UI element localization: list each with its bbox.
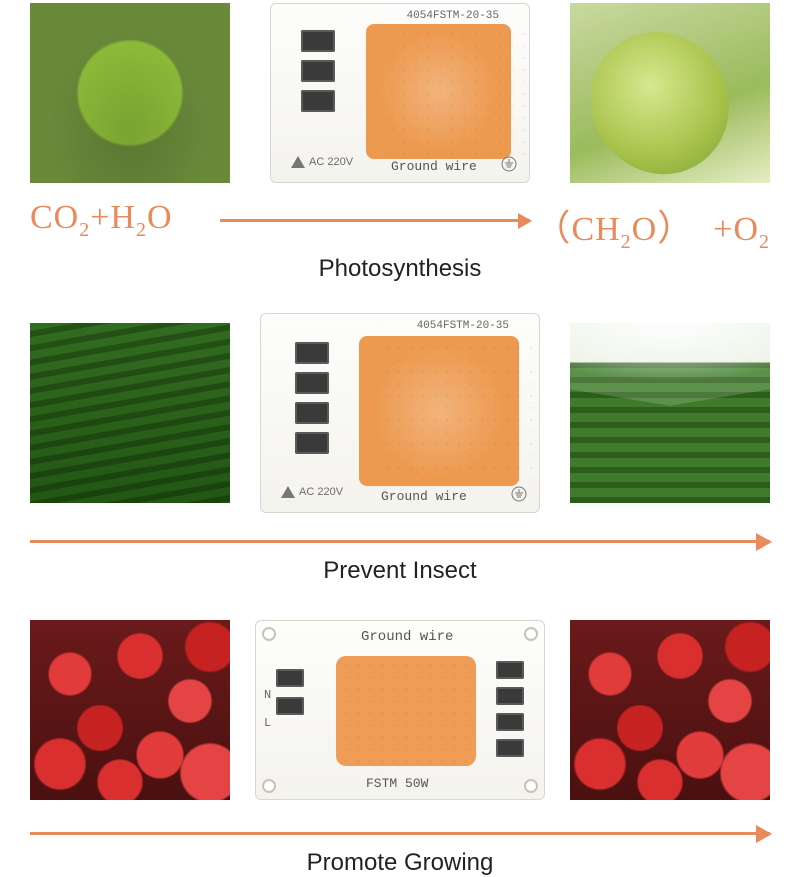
- chip2-ac-text: AC 220V: [299, 486, 343, 498]
- led-chip-2: 4054FSTM-20-35 AC 220V Ground wire: [260, 313, 540, 513]
- caption-promote-growing: Promote Growing: [0, 849, 800, 877]
- formula-arrow: [220, 219, 530, 222]
- smd-chip: [496, 739, 524, 757]
- arrow-line: [30, 540, 770, 543]
- terminal-l: L: [264, 709, 271, 737]
- smd-chip: [295, 372, 329, 394]
- tile-green-buds: [570, 3, 770, 183]
- smd-chip: [301, 60, 335, 82]
- formula-rhs: （CH2O） +O2: [534, 199, 770, 254]
- tile-greenhouse: [570, 323, 770, 503]
- mount-hole: [524, 779, 538, 793]
- chip1-ac-label: AC 220V: [291, 156, 353, 168]
- chip1-emitter: [366, 24, 511, 159]
- smd-chip: [295, 432, 329, 454]
- h2o-o: O: [147, 199, 173, 236]
- arrow-head-icon: [756, 825, 772, 843]
- chip3-smd-left: [276, 669, 304, 715]
- smd-chip: [276, 697, 304, 715]
- smd-chip: [295, 342, 329, 364]
- chip3-smd-right: [496, 661, 524, 757]
- chip1-model: 4054FSTM-20-35: [407, 10, 499, 22]
- ground-symbol-icon: [511, 486, 527, 502]
- row-promote-growing: Ground wire N L FSTM 50W: [0, 605, 800, 815]
- chip2-smd-column: [295, 342, 329, 454]
- smd-chip: [496, 687, 524, 705]
- o2-sub: 2: [759, 231, 770, 253]
- row-photosynthesis: 4054FSTM-20-35 AC 220V Ground wire: [0, 0, 800, 185]
- arrow-head-icon: [518, 213, 532, 229]
- chip1-ac-text: AC 220V: [309, 156, 353, 168]
- separator-arrow-1: [30, 529, 770, 555]
- arrow-head-icon: [756, 533, 772, 551]
- smd-chip: [496, 713, 524, 731]
- row-prevent-insect: 4054FSTM-20-35 AC 220V Ground wire: [0, 303, 800, 523]
- smd-chip: [276, 669, 304, 687]
- smd-chip: [301, 90, 335, 112]
- tile-vegetable-field: [30, 323, 230, 503]
- led-chip-3: Ground wire N L FSTM 50W: [255, 620, 545, 800]
- mount-hole: [262, 779, 276, 793]
- chip3-bottom-label: FSTM 50W: [366, 776, 428, 791]
- chip3-top-label: Ground wire: [361, 629, 453, 645]
- chip2-model: 4054FSTM-20-35: [417, 320, 509, 332]
- plus1: +: [90, 199, 110, 236]
- h2o-h: H: [110, 199, 136, 236]
- separator-arrow-2: [30, 821, 770, 847]
- tile-strawberries-left: [30, 620, 230, 800]
- plus2: +: [713, 211, 733, 248]
- ch2o-o: O: [632, 211, 658, 248]
- formula-lhs: CO2+H2O: [30, 199, 173, 242]
- co2-sub: 2: [79, 219, 90, 241]
- caption-photosynthesis: Photosynthesis: [0, 255, 800, 283]
- smd-chip: [301, 30, 335, 52]
- smd-chip: [295, 402, 329, 424]
- arrow-line: [30, 832, 770, 835]
- ch2o-ch: CH: [571, 211, 620, 248]
- co2-c: CO: [30, 199, 79, 236]
- chip1-smd-column: [301, 30, 335, 112]
- paren-close: ）: [657, 208, 694, 248]
- photosynthesis-formula: CO2+H2O （CH2O） +O2: [30, 193, 770, 253]
- terminal-n: N: [264, 681, 271, 709]
- led-chip-1: 4054FSTM-20-35 AC 220V Ground wire: [270, 3, 530, 183]
- ground-symbol-icon: [501, 156, 517, 172]
- chip3-terminal-labels: N L: [264, 681, 271, 737]
- chip2-ground-label: Ground wire: [381, 489, 467, 504]
- chip3-emitter: [336, 656, 476, 766]
- tile-green-sprout: [30, 3, 230, 183]
- mount-hole: [524, 627, 538, 641]
- warning-triangle-icon: [291, 156, 305, 168]
- mount-hole: [262, 627, 276, 641]
- tile-strawberries-right: [570, 620, 770, 800]
- ch2o-sub: 2: [621, 231, 632, 253]
- h2o-sub: 2: [136, 219, 147, 241]
- o2-o: O: [733, 211, 759, 248]
- chip2-emitter: [359, 336, 519, 486]
- chip2-ac-label: AC 220V: [281, 486, 343, 498]
- paren-open: （: [534, 208, 571, 248]
- caption-prevent-insect: Prevent Insect: [0, 557, 800, 585]
- warning-triangle-icon: [281, 486, 295, 498]
- smd-chip: [496, 661, 524, 679]
- chip1-ground-label: Ground wire: [391, 159, 477, 174]
